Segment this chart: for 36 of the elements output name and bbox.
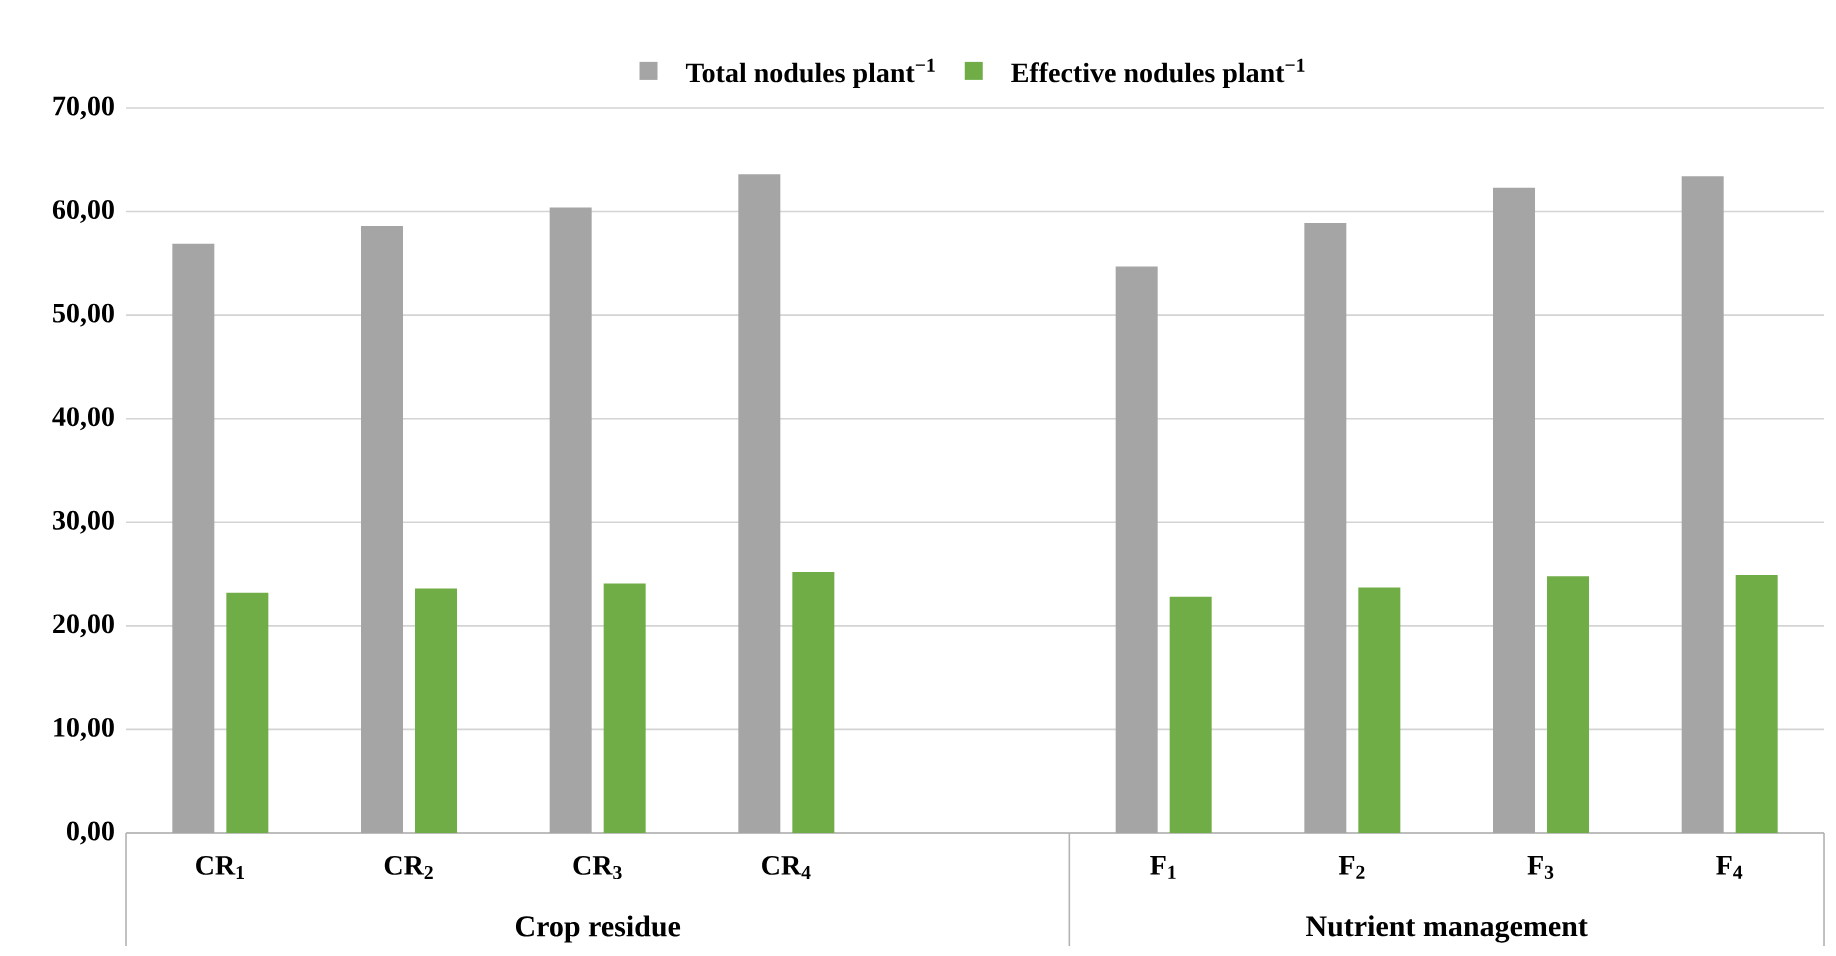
x-tick-label: F$_{1}$: [1150, 856, 1176, 879]
bar: [226, 592, 269, 833]
y-tick-label: 70,00: [53, 96, 114, 120]
bar: [1681, 176, 1724, 833]
x-tick-label: F$_{2}$: [1338, 856, 1365, 879]
y-tick-label: 40,00: [52, 407, 114, 431]
y-tick-label: 0,00: [67, 821, 114, 845]
y-tick-label: 20,00: [53, 614, 114, 638]
legend-label: Effective nodules plant$^{−1}$: [1011, 58, 1305, 89]
y-tick-label: 30,00: [53, 510, 114, 534]
text: Nutrient management: [1306, 915, 1588, 943]
bar: [1169, 596, 1212, 833]
bar: [1493, 187, 1536, 833]
bar: [1547, 576, 1590, 833]
x-tick-label: F$_{4}$: [1716, 856, 1743, 879]
bar: [1358, 587, 1401, 833]
text: Crop residue: [515, 915, 681, 943]
bar: [549, 207, 592, 833]
bar: [1115, 266, 1158, 833]
bar: [172, 243, 215, 833]
bar: [361, 226, 404, 833]
x-tick-label: CR$_{4}$: [762, 856, 811, 879]
x-tick-label: F$_{3}$: [1527, 856, 1554, 879]
x-tick-label: CR$_{3}$: [573, 856, 622, 880]
bar: [415, 588, 458, 833]
bar: [1735, 575, 1778, 833]
y-tick-label: 50,00: [53, 303, 114, 327]
x-tick-label: CR$_{2}$: [384, 856, 433, 879]
x-tick-label: CR$_{1}$: [196, 856, 244, 879]
bar: [603, 583, 646, 833]
bar: [792, 571, 835, 833]
bar: [1304, 222, 1347, 833]
y-tick-label: 10,00: [54, 717, 114, 741]
legend-label: Total nodules plant$^{−1}$: [685, 58, 935, 89]
bar: [738, 174, 781, 833]
y-tick-label: 60,00: [52, 200, 114, 224]
